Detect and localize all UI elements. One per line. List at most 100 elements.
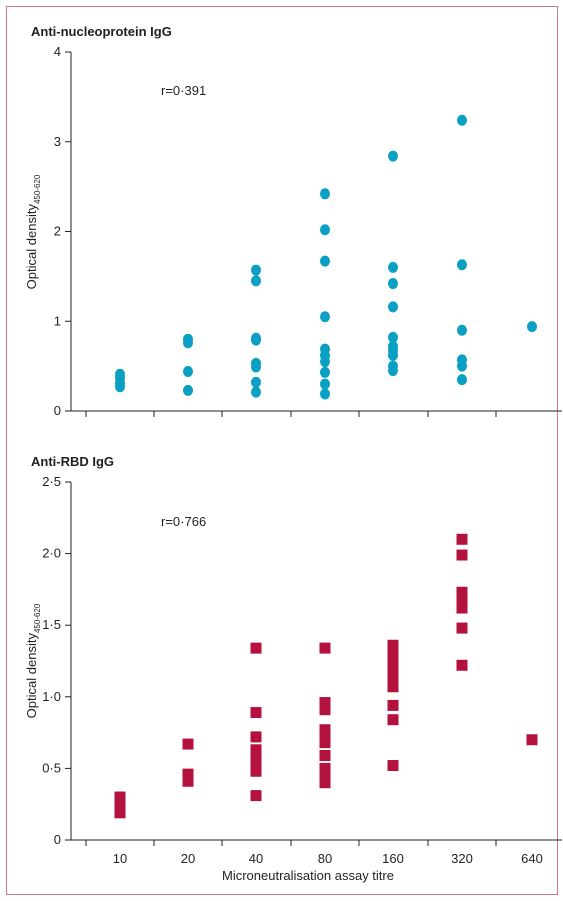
nucleoprotein-data-point [388,278,398,290]
rbd-x-tick-label: 160 [382,851,404,866]
rbd-data-point [387,714,399,726]
rbd-x-tick-label: 10 [113,851,127,866]
nucleoprotein-data-point [388,331,398,343]
rbd-x-tick-label: 640 [521,851,543,866]
rbd-y-tick-label: 1·5 [42,617,61,632]
rbd-points [114,533,538,819]
rbd-title: Anti-RBD IgG [31,454,114,469]
nucleoprotein-data-point [320,255,330,267]
rbd-data-point [387,760,399,772]
rbd-y-tick-label: 2·5 [42,474,61,489]
nucleoprotein-data-point [320,188,330,200]
nucleoprotein-data-point [457,354,467,366]
rbd-correlation: r=0·766 [161,514,206,529]
rbd-data-point [319,762,331,774]
rbd-data-point [114,807,126,819]
nucleoprotein-data-point [251,332,261,344]
nucleoprotein-axes: 0 1 2 3 4 [54,44,562,418]
rbd-x-tick-label: 80 [318,851,332,866]
rbd-data-point [319,777,331,789]
rbd-data-point [250,790,262,802]
rbd-data-point [319,724,331,736]
nucleoprotein-data-point [251,264,261,276]
rbd-data-point [250,751,262,763]
rbd-x-tick-label: 40 [249,851,263,866]
rbd-y-tick-label: 1·0 [42,689,61,704]
rbd-data-point [387,674,399,686]
rbd-data-point [114,800,126,812]
nucleoprotein-y-label-subscript: 450-620 [33,174,42,204]
rbd-data-point [456,659,468,671]
nucleoprotein-y-tick-label: 0 [54,403,61,418]
nucleoprotein-y-tick-label: 2 [54,224,61,239]
nucleoprotein-data-point [251,275,261,287]
rbd-data-point [456,549,468,561]
rbd-data-point [387,681,399,693]
rbd-data-point [387,652,399,664]
rbd-data-point [250,731,262,743]
nucleoprotein-data-point [251,376,261,388]
figure-border [6,6,558,895]
rbd-axes: 0 0·5 1·0 1·5 2·0 2·5 10 20 40 80 160 320 640 [42,474,562,866]
rbd-data-point [387,699,399,711]
nucleoprotein-data-point [388,150,398,162]
nucleoprotein-data-point [115,368,125,380]
rbd-x-tick-label: 320 [451,851,473,866]
rbd-data-point [319,770,331,782]
nucleoprotein-data-point [527,321,537,333]
rbd-y-tick-label: 2·0 [42,546,61,561]
nucleoprotein-data-point [457,324,467,336]
nucleoprotein-data-point [320,388,330,400]
rbd-data-point [526,734,538,746]
rbd-data-point [182,775,194,787]
rbd-data-point [387,659,399,671]
nucleoprotein-data-point [388,340,398,352]
rbd-y-label-main: Optical density [24,633,39,719]
rbd-y-axis-label: Optical density450-620 [24,603,42,718]
x-axis-label: Microneutralisation assay titre [222,868,394,883]
nucleoprotein-data-point [457,374,467,386]
nucleoprotein-data-point [251,357,261,369]
nucleoprotein-data-point [388,301,398,313]
nucleoprotein-panel: Anti-nucleoprotein IgG r=0·391 Optical d… [24,24,562,418]
nucleoprotein-y-label-main: Optical density [24,204,39,290]
nucleoprotein-data-point [320,311,330,323]
nucleoprotein-data-point [183,384,193,396]
nucleoprotein-y-tick-label: 4 [54,44,61,59]
rbd-data-point [114,791,126,803]
rbd-data-point [250,765,262,777]
rbd-data-point [456,533,468,545]
nucleoprotein-y-tick-label: 1 [54,313,61,328]
nucleoprotein-points [115,114,537,400]
nucleoprotein-data-point [183,333,193,345]
rbd-data-point [319,729,331,741]
rbd-data-point [319,737,331,749]
rbd-data-point [387,645,399,657]
rbd-data-point [250,744,262,756]
nucleoprotein-data-point [320,378,330,390]
nucleoprotein-correlation: r=0·391 [161,83,206,98]
nucleoprotein-data-point [320,224,330,236]
rbd-data-point [456,595,468,607]
rbd-data-point [182,738,194,750]
rbd-data-point [250,642,262,654]
nucleoprotein-data-point [251,386,261,398]
rbd-data-point [387,666,399,678]
nucleoprotein-data-point [320,343,330,355]
nucleoprotein-data-point [183,366,193,378]
rbd-panel: Anti-RBD IgG r=0·766 Optical density450-… [24,454,562,883]
rbd-data-point [250,707,262,719]
nucleoprotein-data-point [320,366,330,378]
rbd-data-point [319,697,331,709]
rbd-data-point [319,642,331,654]
nucleoprotein-data-point [457,114,467,126]
rbd-data-point [387,639,399,651]
rbd-data-point [319,704,331,716]
rbd-data-point [250,758,262,770]
rbd-data-point [182,768,194,780]
rbd-x-tick-label: 20 [181,851,195,866]
nucleoprotein-title: Anti-nucleoprotein IgG [31,24,172,39]
rbd-data-point [319,750,331,762]
nucleoprotein-y-axis-label: Optical density450-620 [24,174,42,289]
